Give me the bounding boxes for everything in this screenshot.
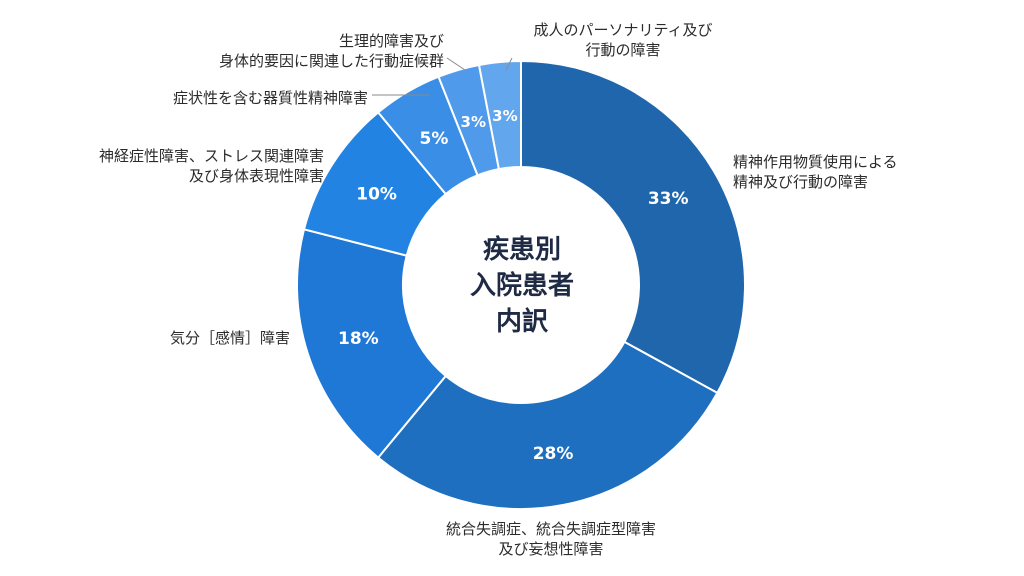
slice-substance-use [520, 59, 746, 395]
slice-label-mood-disorder: 気分［感情］障害 [169, 329, 290, 347]
slice-label-schizophrenia: 統合失調症、統合失調症型障害 及び妄想性障害 [445, 520, 656, 558]
slice-label-physiological: 生理的障害及び 身体的要因に関連した行動症候群 [218, 32, 444, 70]
slice-mood-disorder [296, 228, 448, 460]
value-label-organic: 5% [420, 129, 449, 149]
value-label-substance-use: 33% [648, 189, 689, 209]
value-label-mood-disorder: 18% [338, 329, 379, 349]
slice-label-neurotic: 神経症性障害、ストレス関連障害 及び身体表現性障害 [98, 147, 324, 185]
value-label-schizophrenia: 28% [533, 444, 574, 464]
value-label-personality: 3% [492, 107, 517, 125]
leader-line-physiological [446, 57, 466, 71]
chart-center-title: 疾患別 入院患者 内訳 [452, 232, 592, 340]
center-title-line-3: 内訳 [495, 307, 548, 337]
slice-personality [477, 59, 522, 171]
center-title-line-2: 入院患者 [469, 271, 574, 301]
value-label-physiological: 3% [461, 113, 486, 131]
slice-label-substance-use: 精神作用物質使用による 精神及び行動の障害 [733, 153, 898, 191]
value-label-neurotic: 10% [356, 184, 397, 204]
slice-label-personality: 成人のパーソナリティ及び 行動の障害 [533, 21, 713, 59]
slice-label-organic: 症状性を含む器質性精神障害 [172, 89, 368, 107]
center-title-line-1: 疾患別 [482, 235, 561, 265]
slice-schizophrenia [376, 340, 719, 510]
leader-line-personality [505, 57, 513, 71]
